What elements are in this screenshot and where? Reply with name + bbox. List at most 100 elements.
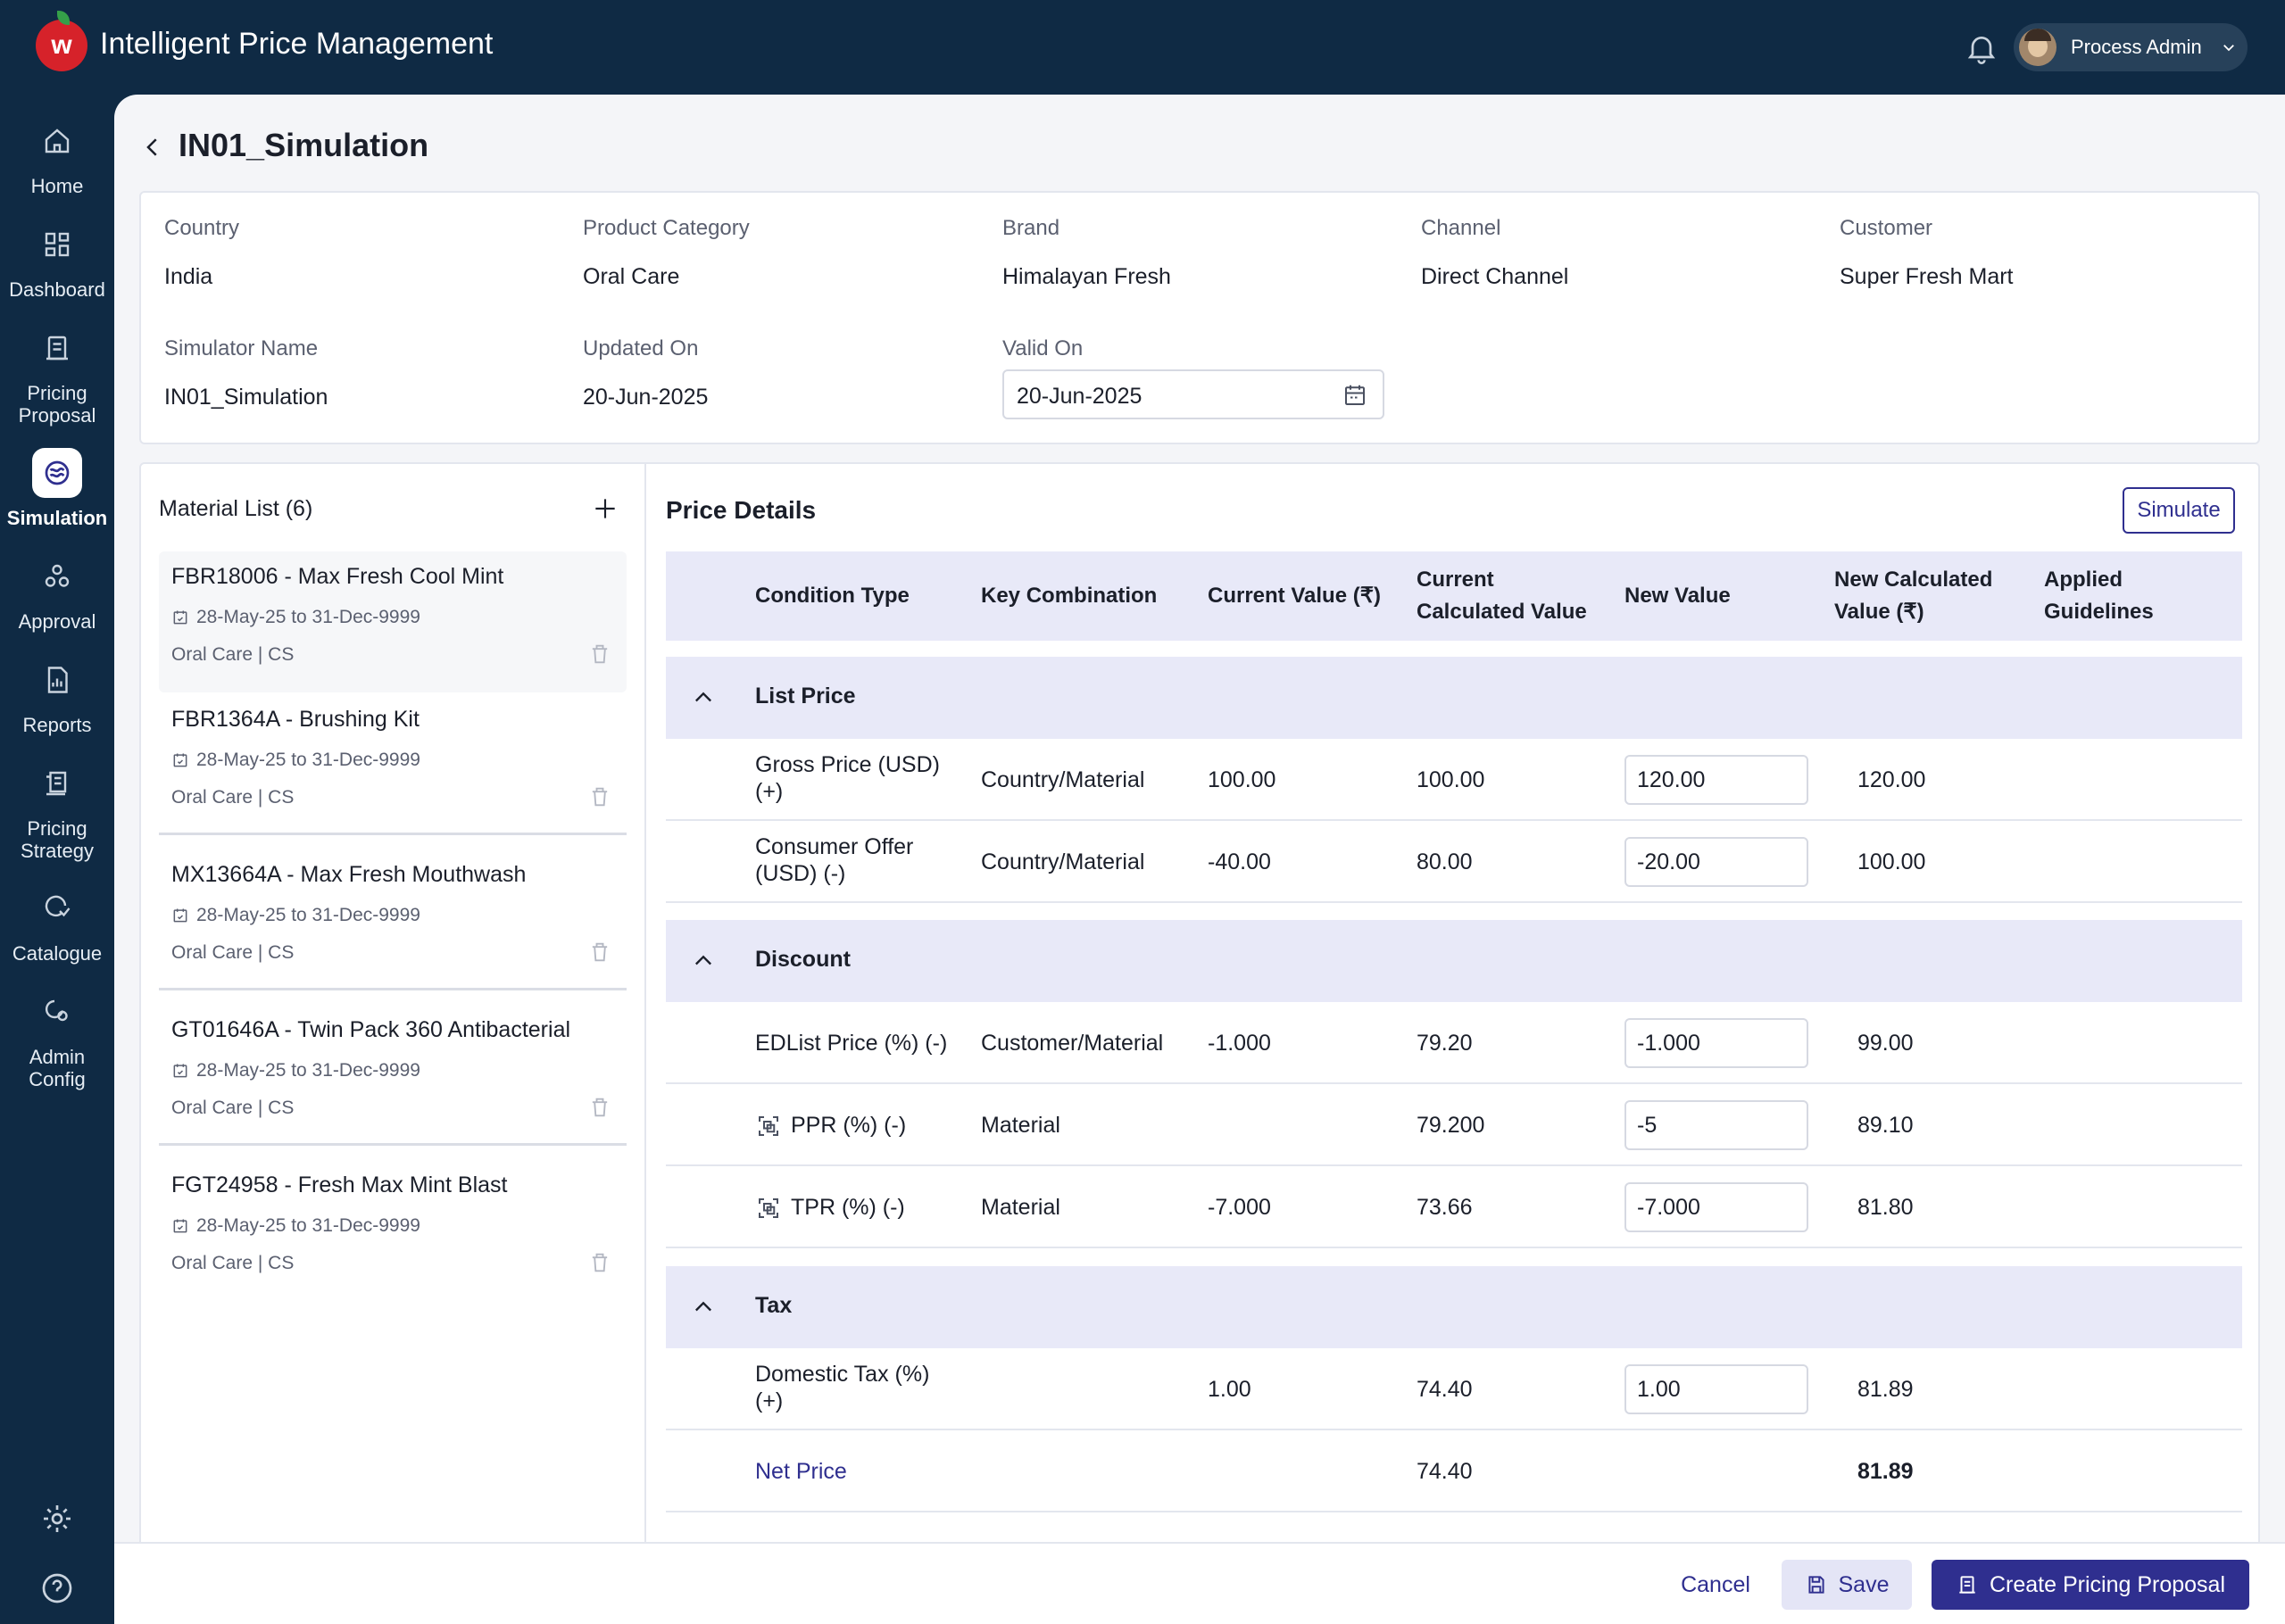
price-details-title: Price Details xyxy=(666,496,817,524)
calendar-icon xyxy=(173,1219,187,1233)
product-category-field: Product Category Oral Care xyxy=(583,216,750,290)
header-condition-type[interactable]: Condition Type xyxy=(755,584,910,608)
material-list-item[interactable]: FBR18006 - Max Fresh Cool Mint 28-May-25… xyxy=(159,551,627,692)
new-calculated-value: 81.80 xyxy=(1857,1195,1914,1220)
key-combination: Material xyxy=(981,1113,1060,1138)
table-row: Consumer Offer (USD) (-) Country/Materia… xyxy=(666,821,2242,903)
sidebar-item-simulation[interactable]: Simulation xyxy=(0,448,114,529)
sidebar-item-pricing-proposal[interactable]: Pricing Proposal xyxy=(0,323,114,427)
header-key-combination[interactable]: Key Combination xyxy=(981,584,1158,608)
material-tag: Oral Care | CS xyxy=(171,942,295,963)
condition-type: Domestic Tax (%) (+) xyxy=(755,1361,929,1414)
sidebar-item-admin-config[interactable]: Admin Config xyxy=(0,987,114,1090)
key-combination: Country/Material xyxy=(981,767,1145,792)
header-line: New Calculated xyxy=(1834,568,1993,592)
material-validity: 28-May-25 to 31-Dec-9999 xyxy=(171,1215,420,1237)
group-label: Tax xyxy=(755,1293,793,1318)
chevron-up-icon[interactable] xyxy=(691,685,716,710)
group-list-price[interactable]: List Price xyxy=(666,657,2242,739)
condition-type: Gross Price (USD) (+) xyxy=(755,751,940,805)
material-dates: 28-May-25 to 31-Dec-9999 xyxy=(196,607,420,627)
material-list-item[interactable]: FGT24958 - Fresh Max Mint Blast 28-May-2… xyxy=(159,1160,627,1301)
valid-on-date-picker[interactable]: 20-Jun-2025 xyxy=(1002,369,1384,419)
group-tax[interactable]: Tax xyxy=(666,1266,2242,1348)
trash-icon[interactable] xyxy=(587,1094,612,1121)
customer-value: Super Fresh Mart xyxy=(1840,264,2014,289)
material-list-panel: Material List (6) FBR18006 - Max Fresh C… xyxy=(141,464,646,1624)
catalogue-icon xyxy=(45,895,71,917)
simulate-button[interactable]: Simulate xyxy=(2123,487,2235,534)
linked-condition-icon[interactable] xyxy=(755,1195,782,1222)
condition-label: PPR (%) (-) xyxy=(791,1113,907,1138)
save-disk-icon xyxy=(1807,1576,1824,1594)
page-title: IN01_Simulation xyxy=(179,127,429,163)
new-calculated-value: 100.00 xyxy=(1857,849,1926,874)
chevron-up-icon[interactable] xyxy=(691,949,716,974)
channel-label: Channel xyxy=(1421,216,1501,240)
header-applied-guidelines[interactable]: Applied Guidelines xyxy=(2044,564,2154,628)
new-calculated-value: 89.10 xyxy=(1857,1113,1914,1138)
header-current-value[interactable]: Current Value (₹) xyxy=(1208,584,1381,608)
save-label: Save xyxy=(1838,1571,1890,1597)
header-new-calculated-value[interactable]: New Calculated Value (₹) xyxy=(1834,564,1992,628)
new-value-input[interactable] xyxy=(1624,755,1808,805)
new-value-input[interactable] xyxy=(1624,1182,1808,1232)
trash-icon[interactable] xyxy=(587,641,612,667)
sidebar-item-approval[interactable]: Approval xyxy=(0,551,114,633)
material-validity: 28-May-25 to 31-Dec-9999 xyxy=(171,607,420,628)
material-name: MX13664A - Max Fresh Mouthwash xyxy=(171,862,527,887)
sidebar-item-reports[interactable]: Reports xyxy=(0,655,114,736)
net-price-label[interactable]: Net Price xyxy=(755,1459,847,1484)
header-current-calculated-value[interactable]: Current Calculated Value xyxy=(1417,564,1587,628)
trash-icon[interactable] xyxy=(587,939,612,965)
header-new-value[interactable]: New Value xyxy=(1624,584,1731,608)
chevron-down-icon xyxy=(2223,45,2234,52)
avatar xyxy=(2019,29,2056,66)
app-logo[interactable]: w xyxy=(36,11,87,71)
brand-value: Himalayan Fresh xyxy=(1002,264,1171,289)
sidebar-item-home[interactable]: Home xyxy=(0,116,114,197)
current-calculated-value: 73.66 xyxy=(1417,1195,1473,1220)
new-value-input[interactable] xyxy=(1624,837,1808,887)
new-value-input[interactable] xyxy=(1624,1364,1808,1414)
sidebar-item-dashboard[interactable]: Dashboard xyxy=(0,220,114,301)
current-calculated-value: 79.200 xyxy=(1417,1113,1485,1138)
condition-line: (+) xyxy=(755,779,784,804)
notification-bell-icon[interactable] xyxy=(1964,30,1999,66)
channel-value: Direct Channel xyxy=(1421,264,1569,289)
trash-icon[interactable] xyxy=(587,783,612,810)
key-combination: Material xyxy=(981,1195,1060,1220)
settings-gear-icon[interactable] xyxy=(39,1501,75,1537)
new-value-input[interactable] xyxy=(1624,1018,1808,1068)
current-value: 1.00 xyxy=(1208,1377,1251,1402)
country-label: Country xyxy=(164,216,240,240)
chevron-up-icon[interactable] xyxy=(691,1295,716,1320)
material-list-item[interactable]: GT01646A - Twin Pack 360 Antibacterial 2… xyxy=(159,1005,627,1146)
cancel-button[interactable]: Cancel xyxy=(1662,1560,1769,1610)
simulation-content-card: Material List (6) FBR18006 - Max Fresh C… xyxy=(139,462,2260,1624)
sidebar-item-label: Dashboard xyxy=(9,278,105,301)
user-menu[interactable]: Process Admin xyxy=(2014,23,2248,71)
admin-config-icon xyxy=(45,999,68,1022)
calendar-icon xyxy=(173,908,187,923)
main-content: IN01_Simulation Country India Product Ca… xyxy=(114,95,2285,1624)
linked-condition-icon[interactable] xyxy=(755,1113,782,1139)
price-details-panel: Price Details Simulate Condition Type Ke… xyxy=(646,464,2262,1624)
trash-icon[interactable] xyxy=(587,1249,612,1276)
group-label: List Price xyxy=(755,684,856,708)
create-pricing-proposal-button[interactable]: Create Pricing Proposal xyxy=(1932,1560,2249,1610)
product-category-value: Oral Care xyxy=(583,264,680,289)
home-icon xyxy=(45,128,70,153)
group-discount[interactable]: Discount xyxy=(666,920,2242,1002)
add-material-plus-icon[interactable] xyxy=(591,494,619,523)
back-arrow-icon[interactable] xyxy=(139,134,166,161)
help-icon[interactable] xyxy=(39,1570,75,1606)
material-list-item[interactable]: MX13664A - Max Fresh Mouthwash 28-May-25… xyxy=(159,849,627,990)
calendar-icon[interactable] xyxy=(1342,382,1368,409)
condition-type: TPR (%) (-) xyxy=(755,1194,905,1222)
save-button[interactable]: Save xyxy=(1782,1560,1912,1610)
material-list-item[interactable]: FBR1364A - Brushing Kit 28-May-25 to 31-… xyxy=(159,694,627,835)
new-value-input[interactable] xyxy=(1624,1100,1808,1150)
sidebar-item-catalogue[interactable]: Catalogue xyxy=(0,883,114,965)
sidebar-item-pricing-strategy[interactable]: Pricing Strategy xyxy=(0,758,114,862)
